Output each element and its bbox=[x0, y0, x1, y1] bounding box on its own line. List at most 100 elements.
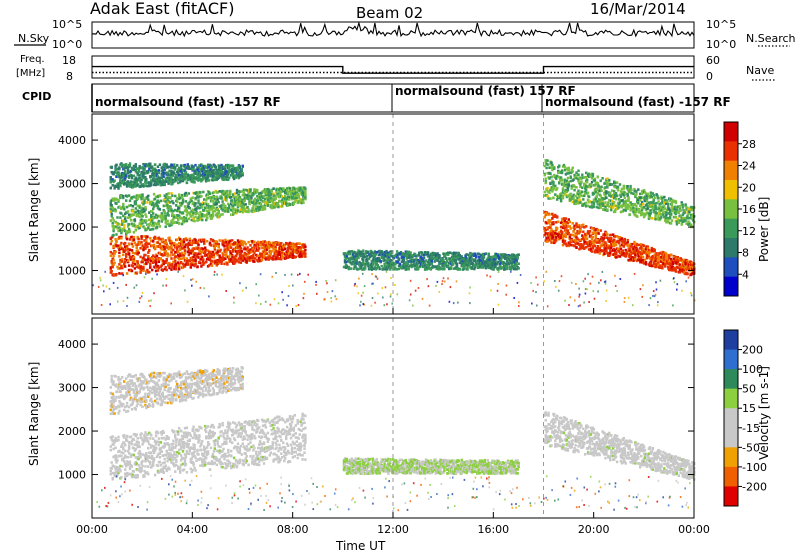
data-cell bbox=[133, 256, 135, 259]
data-cell bbox=[298, 194, 300, 197]
data-cell bbox=[136, 247, 138, 250]
data-cell bbox=[167, 192, 169, 195]
data-cell bbox=[209, 242, 211, 245]
data-cell bbox=[427, 251, 429, 254]
data-cell bbox=[456, 263, 458, 266]
power-heatmap bbox=[92, 114, 695, 314]
data-cell bbox=[118, 167, 120, 170]
data-cell bbox=[184, 252, 186, 255]
data-cell bbox=[156, 226, 158, 229]
data-cell bbox=[155, 262, 157, 265]
data-cell bbox=[152, 240, 154, 243]
data-cell bbox=[138, 252, 140, 255]
data-cell bbox=[202, 259, 204, 262]
data-cell bbox=[148, 242, 150, 245]
data-cell bbox=[124, 242, 126, 245]
data-cell bbox=[119, 216, 121, 219]
data-cell bbox=[230, 246, 232, 249]
data-cell bbox=[158, 220, 160, 223]
data-cell bbox=[190, 266, 192, 269]
data-cell bbox=[219, 249, 221, 252]
sky-noise-series bbox=[92, 23, 694, 36]
data-cell bbox=[645, 261, 647, 264]
data-cell bbox=[572, 230, 574, 233]
data-cell bbox=[132, 245, 134, 248]
data-cell bbox=[113, 179, 115, 182]
data-cell bbox=[224, 167, 226, 170]
data-cell bbox=[111, 213, 113, 216]
data-cell bbox=[253, 241, 255, 244]
data-cell bbox=[159, 208, 161, 211]
data-cell bbox=[187, 263, 189, 266]
data-cell bbox=[408, 268, 410, 271]
data-cell bbox=[178, 264, 180, 267]
data-cell bbox=[219, 254, 221, 257]
data-cell bbox=[165, 250, 167, 253]
data-cell bbox=[120, 242, 122, 245]
data-cell bbox=[158, 172, 160, 175]
data-cell bbox=[127, 260, 129, 263]
data-cell bbox=[362, 259, 364, 262]
data-cell bbox=[172, 202, 174, 205]
data-cell bbox=[253, 260, 255, 263]
data-cell bbox=[133, 236, 135, 239]
data-cell bbox=[488, 253, 490, 256]
data-cell bbox=[125, 255, 127, 258]
data-cell bbox=[176, 164, 178, 167]
data-cell bbox=[199, 191, 201, 194]
data-cell bbox=[242, 244, 244, 247]
data-cell bbox=[589, 230, 591, 233]
data-cell bbox=[466, 267, 468, 270]
data-cell bbox=[225, 199, 227, 202]
data-cell bbox=[205, 261, 207, 264]
data-cell bbox=[122, 203, 124, 206]
data-cell bbox=[192, 196, 194, 199]
data-cell bbox=[144, 254, 146, 257]
data-cell bbox=[244, 200, 246, 203]
data-cell bbox=[267, 204, 269, 207]
data-cell bbox=[201, 219, 203, 222]
data-cell bbox=[112, 230, 114, 233]
data-cell bbox=[152, 212, 154, 215]
data-cell bbox=[151, 269, 153, 272]
data-cell bbox=[119, 185, 121, 188]
data-cell bbox=[128, 253, 130, 256]
data-cell bbox=[192, 214, 194, 217]
data-cell bbox=[122, 254, 124, 257]
data-cell bbox=[452, 263, 454, 266]
data-cell bbox=[592, 236, 594, 239]
nave-tick-top: 60 bbox=[706, 54, 720, 67]
data-cell bbox=[211, 260, 213, 263]
data-cell bbox=[242, 172, 244, 175]
data-cell bbox=[134, 218, 136, 221]
data-cell bbox=[443, 268, 445, 271]
data-cell bbox=[459, 268, 461, 271]
data-cell bbox=[159, 225, 161, 228]
data-cell bbox=[131, 270, 133, 273]
data-cell bbox=[390, 252, 392, 255]
data-cell bbox=[145, 220, 147, 223]
data-cell bbox=[118, 272, 120, 275]
freq-unit-label: [MHz] bbox=[16, 68, 45, 79]
data-cell bbox=[423, 256, 425, 259]
data-cell bbox=[556, 216, 558, 219]
data-cell bbox=[246, 260, 248, 263]
nave-tick-bottom: 0 bbox=[706, 70, 713, 83]
data-cell bbox=[125, 220, 127, 223]
data-cell bbox=[126, 238, 128, 241]
data-cell bbox=[302, 201, 304, 204]
data-cell bbox=[173, 242, 175, 245]
data-cell bbox=[153, 224, 155, 227]
data-cell bbox=[379, 268, 381, 271]
data-cell bbox=[600, 229, 602, 232]
data-cell bbox=[153, 244, 155, 247]
data-cell bbox=[131, 243, 133, 246]
data-cell bbox=[175, 268, 177, 271]
data-cell bbox=[130, 219, 132, 222]
data-cell bbox=[121, 260, 123, 263]
data-cell bbox=[153, 193, 155, 196]
data-cell bbox=[252, 205, 254, 208]
data-cell bbox=[304, 192, 306, 195]
data-cell bbox=[139, 181, 141, 184]
data-cell bbox=[183, 241, 185, 244]
